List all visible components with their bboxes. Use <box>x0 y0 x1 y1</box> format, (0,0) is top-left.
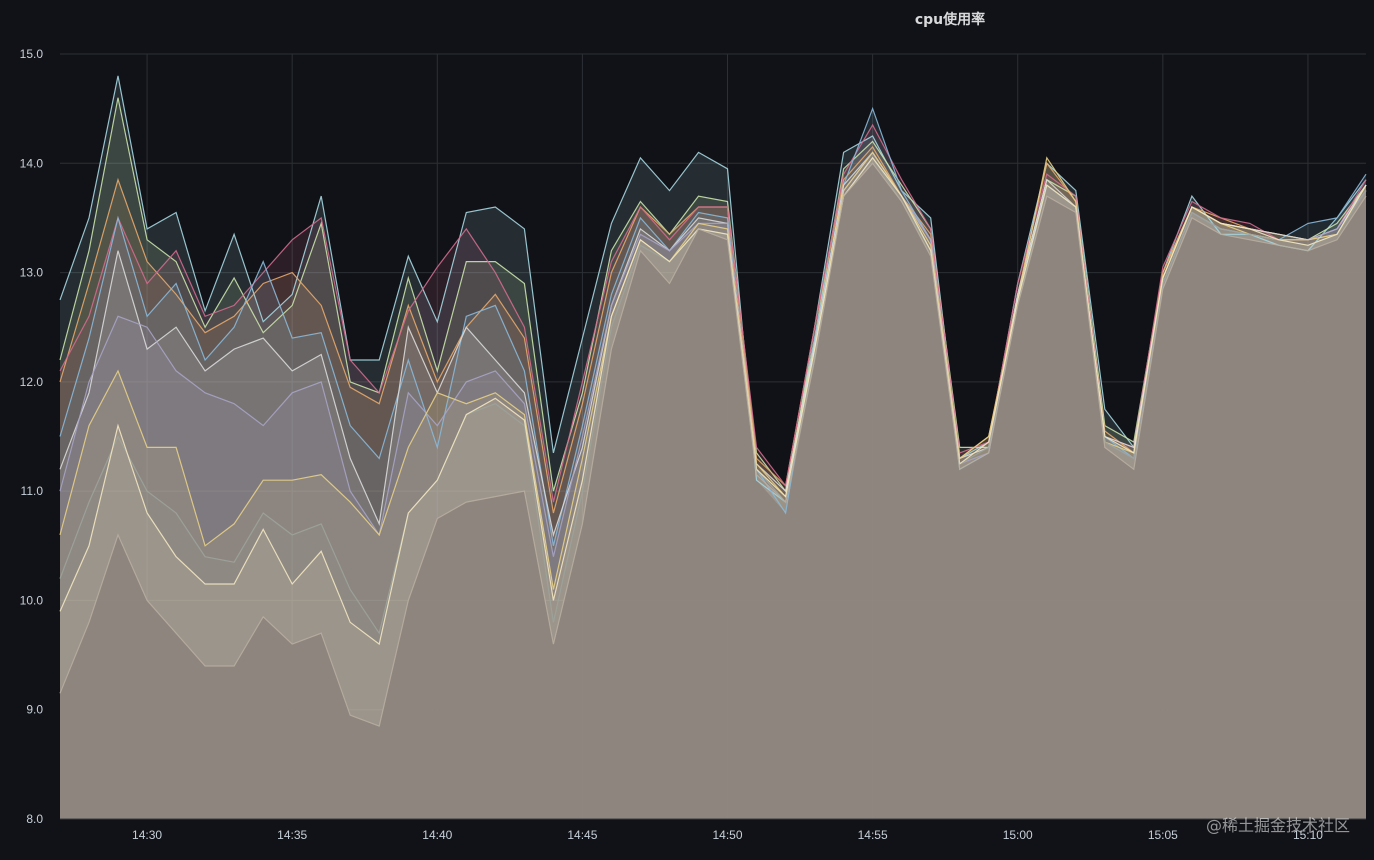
x-tick-label: 15:05 <box>1148 828 1178 842</box>
watermark: @稀土掘金技术社区 <box>1205 816 1350 835</box>
series-base-area <box>60 163 1366 820</box>
y-tick-label: 15.0 <box>20 47 44 61</box>
x-tick-label: 14:45 <box>567 828 597 842</box>
panel-title[interactable]: cpu使用率 <box>914 12 986 28</box>
x-tick-label: 14:35 <box>277 828 307 842</box>
y-tick-label: 11.0 <box>21 484 44 498</box>
series-line <box>59 162 1367 727</box>
series-line <box>59 123 1367 503</box>
y-tick-label: 13.0 <box>20 266 44 280</box>
y-tick-label: 9.0 <box>26 703 43 717</box>
x-tick-label: 15:00 <box>1003 828 1033 842</box>
y-tick-label: 8.0 <box>26 812 43 826</box>
x-tick-label: 14:40 <box>422 828 452 842</box>
x-tick-label: 14:50 <box>712 828 742 842</box>
y-tick-label: 12.0 <box>20 375 44 389</box>
x-tick-label: 14:30 <box>132 828 162 842</box>
x-tick-label: 14:55 <box>858 828 888 842</box>
y-tick-label: 14.0 <box>20 156 44 170</box>
series-line <box>59 156 1367 646</box>
x-tick-label: 15:10 <box>1293 828 1323 842</box>
y-tick-label: 10.0 <box>20 593 44 607</box>
